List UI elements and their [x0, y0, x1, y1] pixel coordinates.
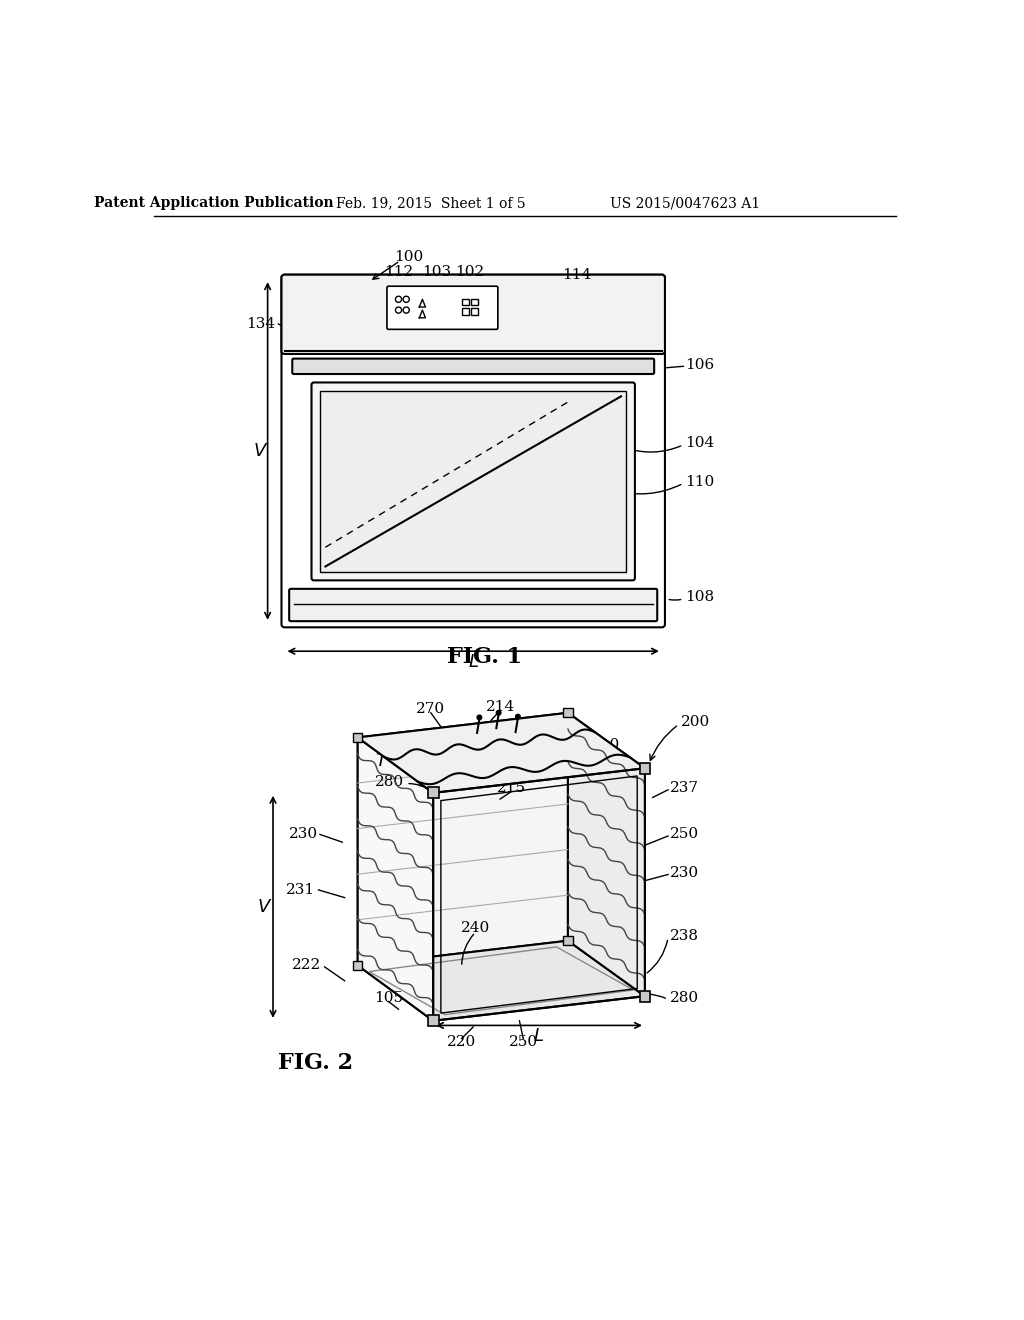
Text: 110: 110: [685, 475, 714, 488]
Text: 108: 108: [685, 590, 714, 605]
Text: US 2015/0047623 A1: US 2015/0047623 A1: [610, 197, 760, 210]
Polygon shape: [568, 713, 645, 997]
Bar: [319, 391, 627, 572]
Bar: [471, 298, 478, 305]
FancyBboxPatch shape: [289, 589, 657, 622]
Text: 220: 220: [447, 1035, 476, 1049]
Circle shape: [515, 714, 520, 719]
Text: L: L: [534, 1027, 544, 1045]
FancyBboxPatch shape: [311, 383, 635, 581]
Bar: [462, 298, 469, 305]
Text: 230: 230: [289, 828, 317, 841]
FancyBboxPatch shape: [282, 275, 665, 627]
Polygon shape: [357, 713, 645, 793]
Text: 237: 237: [670, 781, 698, 795]
Text: 104: 104: [685, 437, 714, 450]
Text: 240: 240: [461, 921, 490, 936]
Polygon shape: [357, 713, 568, 965]
Bar: [640, 763, 650, 774]
Text: Feb. 19, 2015  Sheet 1 of 5: Feb. 19, 2015 Sheet 1 of 5: [336, 197, 525, 210]
Text: V: V: [258, 898, 270, 916]
FancyBboxPatch shape: [292, 359, 654, 374]
Text: 103: 103: [423, 264, 452, 279]
Text: V: V: [254, 442, 266, 459]
Bar: [640, 991, 650, 1002]
Bar: [471, 308, 478, 314]
Text: 231: 231: [287, 883, 315, 896]
Bar: [563, 708, 572, 718]
Text: 102: 102: [455, 264, 484, 279]
Text: FIG. 2: FIG. 2: [279, 1052, 353, 1074]
Text: Patent Application Publication: Patent Application Publication: [94, 197, 334, 210]
Text: 280: 280: [670, 991, 698, 1005]
Polygon shape: [357, 738, 433, 1020]
Text: T: T: [376, 751, 386, 770]
Text: 210: 210: [591, 738, 621, 752]
Text: 230: 230: [670, 866, 698, 880]
Text: 134: 134: [246, 317, 275, 331]
Bar: [428, 788, 438, 799]
FancyBboxPatch shape: [282, 275, 665, 354]
Text: FIG. 1: FIG. 1: [447, 647, 522, 668]
Text: 270: 270: [417, 702, 445, 715]
Text: 222: 222: [292, 958, 322, 973]
FancyBboxPatch shape: [387, 286, 498, 330]
Bar: [462, 308, 469, 314]
Text: 250: 250: [670, 828, 698, 841]
Circle shape: [497, 710, 501, 715]
Bar: [353, 733, 362, 742]
Bar: [353, 961, 362, 970]
Text: 106: 106: [685, 358, 714, 372]
Circle shape: [477, 715, 481, 719]
Text: 100: 100: [394, 249, 423, 264]
Bar: [563, 936, 572, 945]
Text: L: L: [468, 653, 478, 671]
Polygon shape: [357, 941, 645, 1020]
Text: 114: 114: [562, 268, 591, 282]
Text: 238: 238: [670, 929, 698, 942]
Text: 215: 215: [497, 781, 526, 795]
Text: 200: 200: [681, 715, 711, 729]
Text: 105: 105: [374, 991, 403, 1005]
Text: 250: 250: [509, 1035, 538, 1049]
Text: 214: 214: [485, 700, 515, 714]
Bar: [428, 1015, 438, 1026]
Text: 112: 112: [384, 264, 413, 279]
Text: 280: 280: [375, 775, 403, 789]
